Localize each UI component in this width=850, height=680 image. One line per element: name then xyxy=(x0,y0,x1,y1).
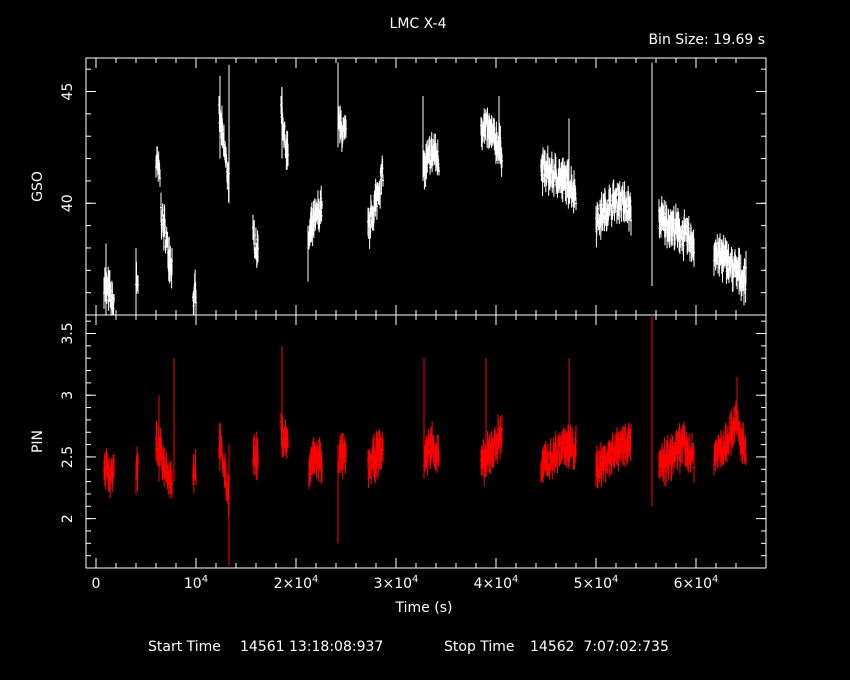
gso-ytick-label: 45 xyxy=(60,83,76,101)
x-tick-label: 0 xyxy=(92,576,101,592)
bin-size-label: Bin Size: 19.69 s xyxy=(648,32,765,48)
x-tick-label: 6×104 xyxy=(674,574,719,592)
pin-frame xyxy=(85,314,767,569)
pin-ytick-label: 2 xyxy=(60,514,76,523)
chart-title: LMC X-4 xyxy=(390,16,447,32)
x-tick-label: 2×104 xyxy=(274,574,319,592)
gso-ytick-label: 40 xyxy=(60,194,76,212)
x-tick-label: 3×104 xyxy=(374,574,419,592)
x-tick-label: 4×104 xyxy=(474,574,519,592)
x-axis-label: Time (s) xyxy=(395,600,453,616)
x-axis: 0 104 2×104 3×104 4×104 5×104 6×104 xyxy=(92,574,719,592)
x-tick-label: 5×104 xyxy=(574,574,619,592)
gso-panel: 40 45 GSO xyxy=(30,57,767,316)
pin-data-points xyxy=(103,315,747,566)
stop-time-label: Stop Time xyxy=(444,639,515,655)
pin-ytick-label: 3 xyxy=(60,391,76,400)
gso-axis-label: GSO xyxy=(30,171,46,202)
pin-panel: 2 2.5 3 3.5 PIN xyxy=(30,314,767,569)
x-tick-label: 104 xyxy=(184,574,208,592)
start-time-label: Start Time xyxy=(148,639,221,655)
pin-axis-label: PIN xyxy=(30,430,46,453)
pin-ytick-label: 2.5 xyxy=(60,446,76,468)
stop-time-value: 14562 7:07:02:735 xyxy=(530,639,669,655)
pin-ytick-label: 3.5 xyxy=(60,322,76,344)
gso-data-points xyxy=(103,62,747,316)
start-time-value: 14561 13:18:08:937 xyxy=(240,639,383,655)
